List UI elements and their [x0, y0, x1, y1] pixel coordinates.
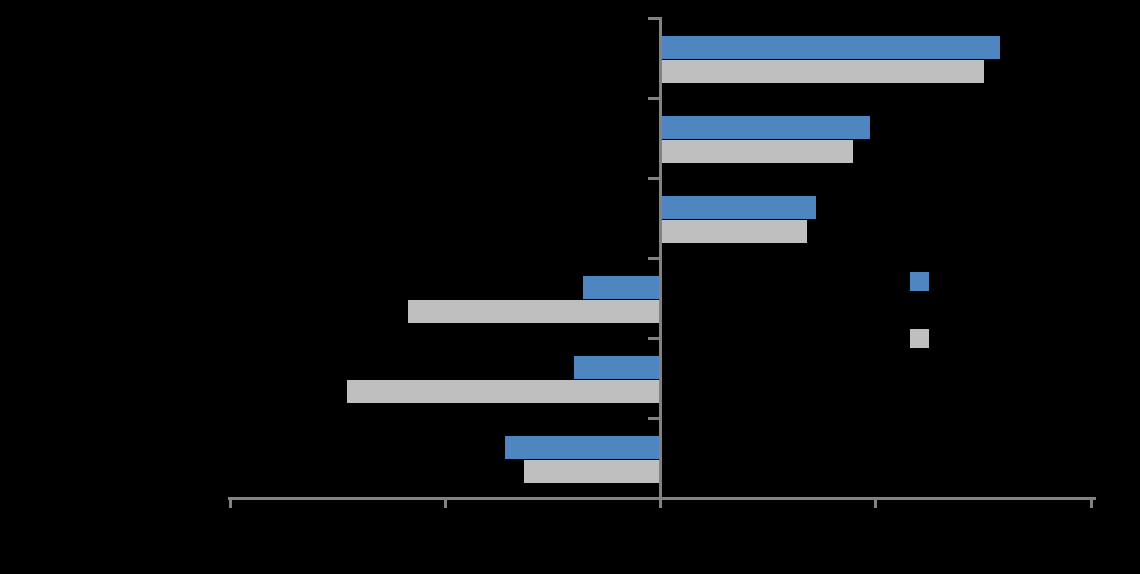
bar-series-gray-cat2 — [660, 140, 853, 163]
bar-series-blue-cat2 — [660, 116, 870, 139]
x-axis-tick — [874, 497, 878, 508]
legend-swatch-blue-icon — [910, 272, 929, 291]
bar-series-blue-cat1 — [660, 36, 1001, 59]
y-axis-tick — [648, 497, 659, 500]
y-axis-line — [659, 17, 662, 500]
bar-series-blue-cat4 — [582, 276, 660, 299]
y-axis-tick — [648, 417, 659, 420]
x-axis-tick — [1089, 497, 1093, 508]
bar-series-blue-cat6 — [505, 436, 660, 459]
y-axis-tick — [648, 257, 659, 260]
y-axis-tick — [648, 97, 659, 100]
bar-series-gray-cat3 — [660, 220, 808, 243]
bar-series-gray-cat4 — [408, 300, 660, 323]
bar-series-gray-cat6 — [524, 460, 660, 483]
y-axis-tick — [648, 337, 659, 340]
legend-swatch-gray-icon — [910, 329, 929, 348]
x-axis-tick — [443, 497, 447, 508]
y-axis-tick — [648, 17, 659, 20]
x-axis-line — [228, 497, 1096, 500]
bar-series-gray-cat5 — [346, 380, 660, 403]
bar-series-blue-cat3 — [660, 196, 817, 219]
x-axis-tick — [228, 497, 232, 508]
y-axis-tick — [648, 177, 659, 180]
bar-series-blue-cat5 — [573, 356, 660, 379]
bar-series-gray-cat1 — [660, 60, 984, 83]
x-axis-tick — [659, 497, 662, 508]
